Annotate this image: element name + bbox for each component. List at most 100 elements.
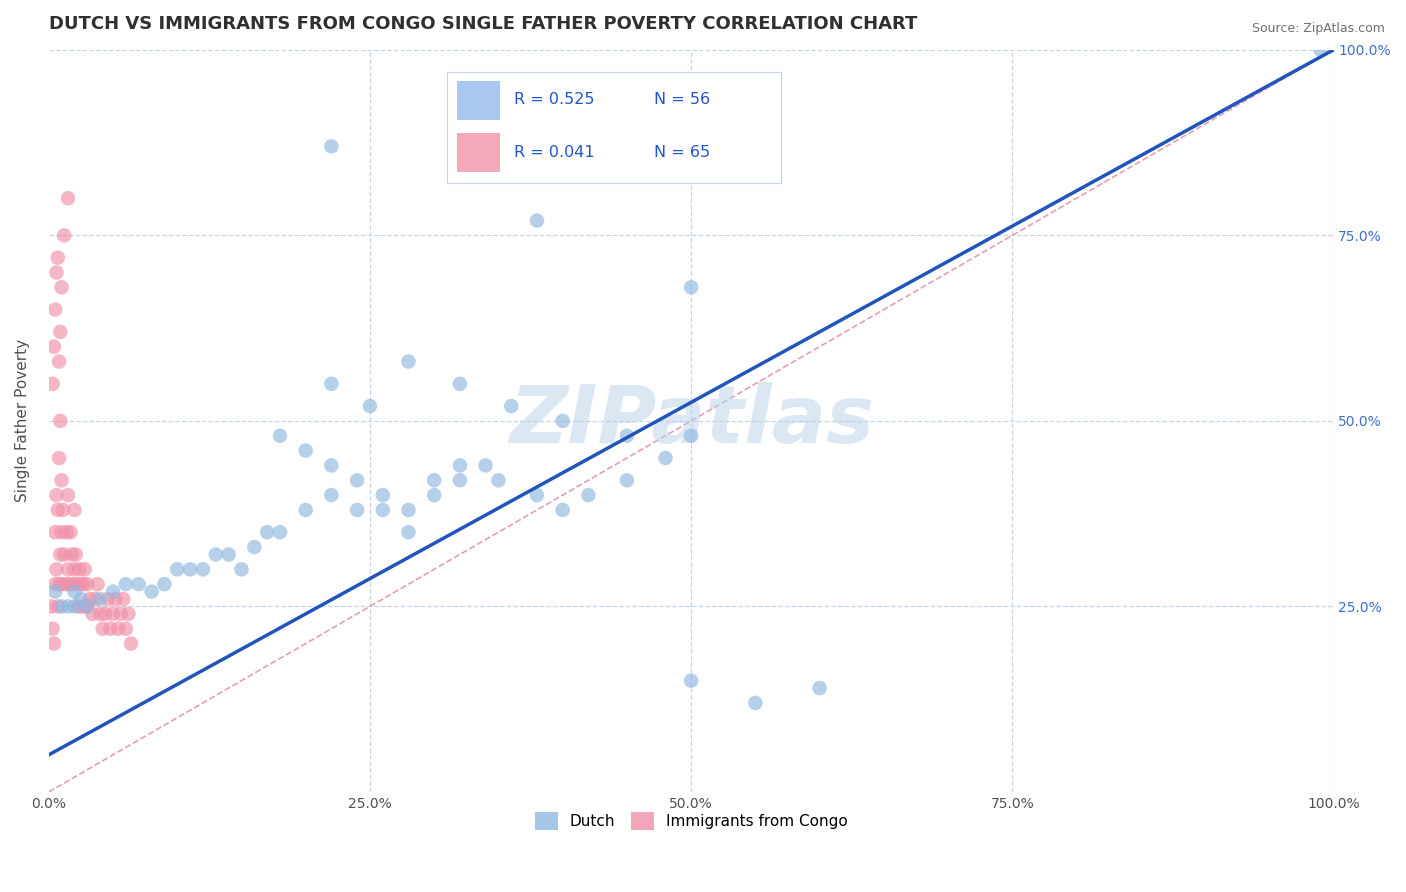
Point <box>73 562 96 576</box>
Point <box>101 584 124 599</box>
Point <box>128 577 150 591</box>
Point <box>501 399 523 413</box>
Point <box>72 577 94 591</box>
Point <box>94 607 117 621</box>
Point <box>114 577 136 591</box>
Point <box>46 503 69 517</box>
Point <box>89 592 111 607</box>
Point <box>153 577 176 591</box>
Point <box>75 599 97 614</box>
Point <box>45 265 67 279</box>
Point <box>76 577 98 591</box>
Point <box>48 450 70 465</box>
Text: Source: ZipAtlas.com: Source: ZipAtlas.com <box>1251 22 1385 36</box>
Point <box>526 213 548 227</box>
Point <box>53 228 76 243</box>
Point <box>49 325 72 339</box>
Point <box>51 525 73 540</box>
Point <box>551 414 574 428</box>
Y-axis label: Single Father Poverty: Single Father Poverty <box>15 339 30 502</box>
Point <box>204 548 226 562</box>
Point <box>449 376 471 391</box>
Point <box>49 548 72 562</box>
Point <box>63 503 86 517</box>
Point <box>616 473 638 487</box>
Point <box>70 592 93 607</box>
Point <box>294 503 316 517</box>
Point <box>56 599 79 614</box>
Point <box>107 622 129 636</box>
Point <box>218 548 240 562</box>
Point <box>55 525 77 540</box>
Point <box>1309 43 1331 57</box>
Point <box>51 599 73 614</box>
Point <box>51 473 73 487</box>
Point <box>616 428 638 442</box>
Point <box>63 584 86 599</box>
Point <box>79 592 101 607</box>
Point <box>55 577 77 591</box>
Point <box>423 488 446 502</box>
Point <box>346 503 368 517</box>
Legend: Dutch, Immigrants from Congo: Dutch, Immigrants from Congo <box>529 805 853 837</box>
Point <box>398 503 420 517</box>
Point <box>56 191 79 205</box>
Point <box>60 548 83 562</box>
Point <box>70 599 93 614</box>
Point <box>59 525 82 540</box>
Point <box>51 280 73 294</box>
Point <box>526 488 548 502</box>
Point <box>66 577 89 591</box>
Point <box>269 525 291 540</box>
Point <box>69 562 91 576</box>
Point <box>681 280 703 294</box>
Point <box>681 673 703 688</box>
Point <box>104 592 127 607</box>
Point <box>49 414 72 428</box>
Point <box>371 503 394 517</box>
Point <box>41 376 63 391</box>
Point <box>321 376 343 391</box>
Point <box>681 428 703 442</box>
Point <box>346 473 368 487</box>
Point <box>44 577 66 591</box>
Point <box>231 562 253 576</box>
Point <box>89 607 111 621</box>
Point <box>243 540 266 554</box>
Point <box>166 562 188 576</box>
Point <box>179 562 201 576</box>
Point <box>48 354 70 368</box>
Point <box>97 592 120 607</box>
Point <box>84 592 107 607</box>
Point <box>65 548 87 562</box>
Point <box>86 577 108 591</box>
Point <box>70 577 93 591</box>
Point <box>744 696 766 710</box>
Point <box>58 577 80 591</box>
Point <box>256 525 278 540</box>
Point <box>117 607 139 621</box>
Point <box>141 584 163 599</box>
Point <box>101 607 124 621</box>
Text: DUTCH VS IMMIGRANTS FROM CONGO SINGLE FATHER POVERTY CORRELATION CHART: DUTCH VS IMMIGRANTS FROM CONGO SINGLE FA… <box>49 15 917 33</box>
Point <box>120 636 142 650</box>
Point <box>808 681 831 695</box>
Point <box>53 548 76 562</box>
Point <box>45 488 67 502</box>
Point <box>371 488 394 502</box>
Point <box>269 428 291 442</box>
Point <box>321 458 343 473</box>
Point <box>191 562 214 576</box>
Point <box>551 503 574 517</box>
Point <box>110 607 132 621</box>
Point <box>51 577 73 591</box>
Point <box>82 607 104 621</box>
Point <box>42 636 65 650</box>
Point <box>41 599 63 614</box>
Point <box>474 458 496 473</box>
Point <box>449 458 471 473</box>
Point <box>52 503 75 517</box>
Point <box>41 622 63 636</box>
Point <box>321 488 343 502</box>
Point <box>294 443 316 458</box>
